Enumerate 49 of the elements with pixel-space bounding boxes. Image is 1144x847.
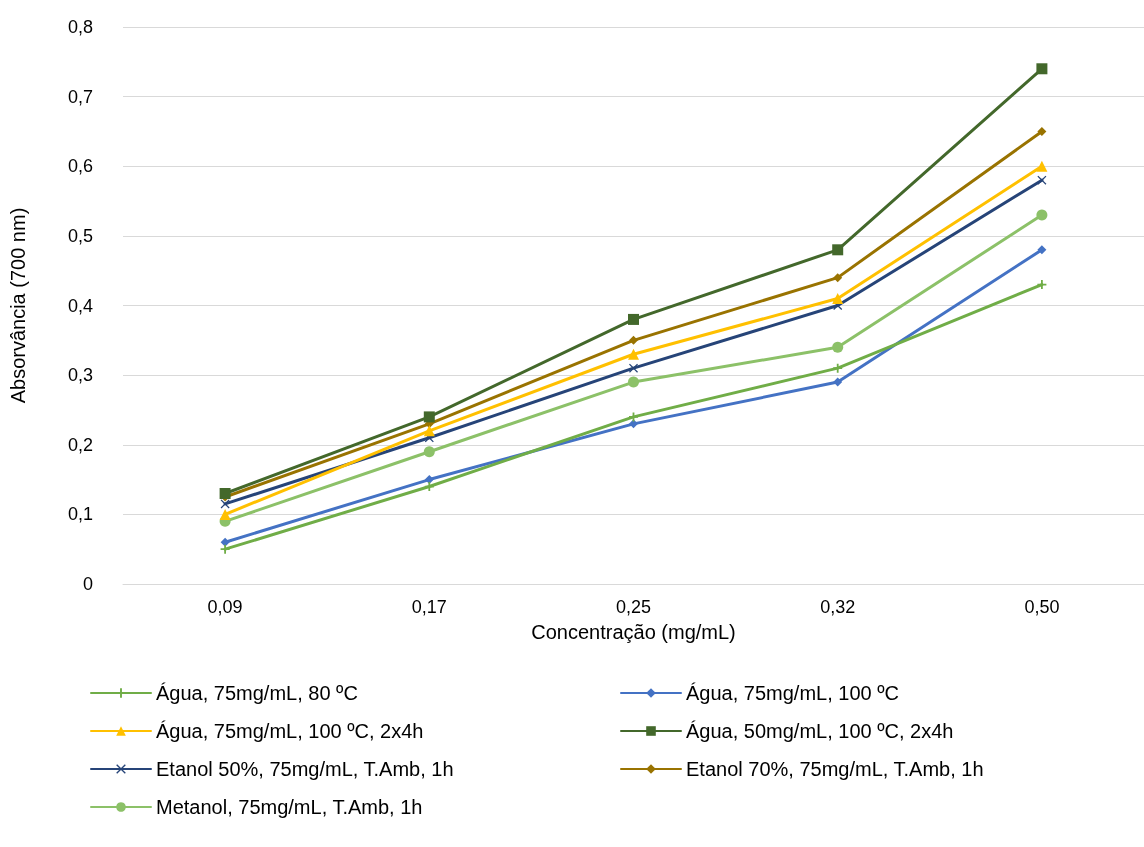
y-tick-label: 0,1 bbox=[67, 504, 93, 525]
y-tick-label: 0 bbox=[82, 574, 93, 594]
point bbox=[833, 363, 843, 373]
x-tick-label: 0,17 bbox=[411, 597, 447, 617]
legend-label: Água, 75mg/mL, 100 ºC bbox=[686, 682, 899, 704]
point bbox=[629, 335, 638, 345]
point bbox=[628, 348, 639, 360]
point bbox=[833, 377, 843, 387]
y-tick-label: 0,6 bbox=[67, 156, 93, 177]
point bbox=[423, 446, 435, 458]
legend-label: Metanol, 75mg/mL, T.Amb, 1h bbox=[156, 796, 423, 818]
point bbox=[424, 475, 434, 485]
y-tick-label: 0,5 bbox=[67, 225, 93, 246]
point bbox=[832, 293, 844, 305]
point bbox=[629, 419, 638, 429]
point bbox=[1037, 280, 1047, 290]
point bbox=[628, 313, 639, 325]
legend-label: Etanol 70%, 75mg/mL, T.Amb, 1h bbox=[686, 758, 984, 780]
point bbox=[833, 273, 843, 283]
point bbox=[219, 508, 231, 520]
point bbox=[1037, 126, 1047, 136]
point bbox=[832, 341, 844, 353]
point bbox=[1036, 63, 1048, 75]
x-tick-label: 0,50 bbox=[1024, 597, 1060, 617]
point bbox=[832, 244, 844, 256]
legend-label: Água, 75mg/mL, 80 ºC bbox=[156, 682, 358, 704]
point bbox=[219, 487, 231, 499]
point bbox=[1036, 209, 1048, 221]
x-tick-label: 0,09 bbox=[207, 597, 243, 617]
point bbox=[220, 537, 230, 547]
point bbox=[1036, 160, 1048, 172]
point bbox=[1037, 245, 1047, 255]
x-tick-label: 0,25 bbox=[615, 597, 652, 617]
legend-label: Água, 50mg/mL, 100 ºC, 2x4h bbox=[686, 720, 954, 742]
point bbox=[423, 411, 435, 423]
x-tick-label: 0,32 bbox=[820, 597, 856, 617]
legend-label: Etanol 50%, 75mg/mL, T.Amb, 1h bbox=[156, 758, 454, 780]
y-tick-label: 0,3 bbox=[67, 365, 93, 386]
y-axis-title: Absorvância (700 nm) bbox=[7, 207, 29, 404]
point bbox=[628, 376, 639, 388]
y-tick-label: 0,2 bbox=[67, 434, 93, 455]
x-axis-title: Concentração (mg/mL) bbox=[531, 621, 736, 643]
point bbox=[629, 363, 638, 373]
legend-label: Água, 75mg/mL, 100 ºC, 2x4h bbox=[156, 720, 424, 742]
point bbox=[220, 544, 230, 554]
y-tick-label: 0,4 bbox=[67, 295, 93, 316]
y-tick-label: 0,8 bbox=[67, 17, 93, 37]
point bbox=[423, 425, 435, 437]
y-tick-label: 0,7 bbox=[67, 86, 93, 107]
